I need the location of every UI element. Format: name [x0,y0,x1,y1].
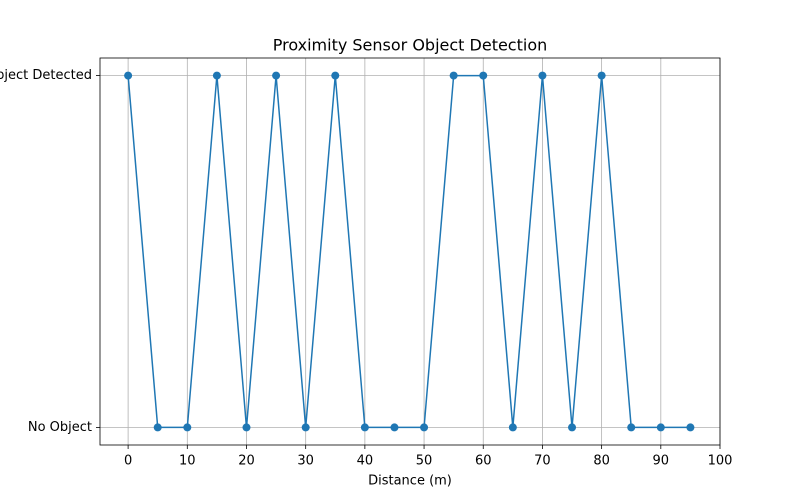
data-point [449,71,458,80]
y-tick-label: No Object [28,420,92,435]
data-point [538,71,547,80]
data-point [212,71,221,80]
data-point [568,423,577,432]
x-axis-label: Distance (m) [368,474,452,489]
x-tick-label: 60 [475,454,492,469]
x-tick-label: 10 [179,454,196,469]
y-tick-label: Object Detected [0,68,92,83]
x-tick-label: 30 [297,454,314,469]
x-tick-label: 40 [357,454,374,469]
x-tick-label: 70 [534,454,551,469]
data-point [390,423,399,432]
data-point [479,71,488,80]
data-point [242,423,251,432]
chart-title: Proximity Sensor Object Detection [273,36,548,55]
x-tick-label: 80 [593,454,610,469]
data-point [272,71,281,80]
data-point [360,423,369,432]
data-point [420,423,429,432]
x-tick-label: 0 [124,454,132,469]
x-tick-label: 20 [238,454,255,469]
data-point [183,423,192,432]
data-point [331,71,340,80]
data-point [656,423,665,432]
data-point [508,423,517,432]
x-tick-label: 90 [653,454,670,469]
x-tick-label: 100 [708,454,733,469]
data-point [124,71,133,80]
data-point [301,423,310,432]
data-point [153,423,162,432]
data-point [686,423,695,432]
data-line [127,74,691,429]
data-point [627,423,636,432]
x-tick-label: 50 [416,454,433,469]
plot-frame [99,57,721,446]
data-point [597,71,606,80]
